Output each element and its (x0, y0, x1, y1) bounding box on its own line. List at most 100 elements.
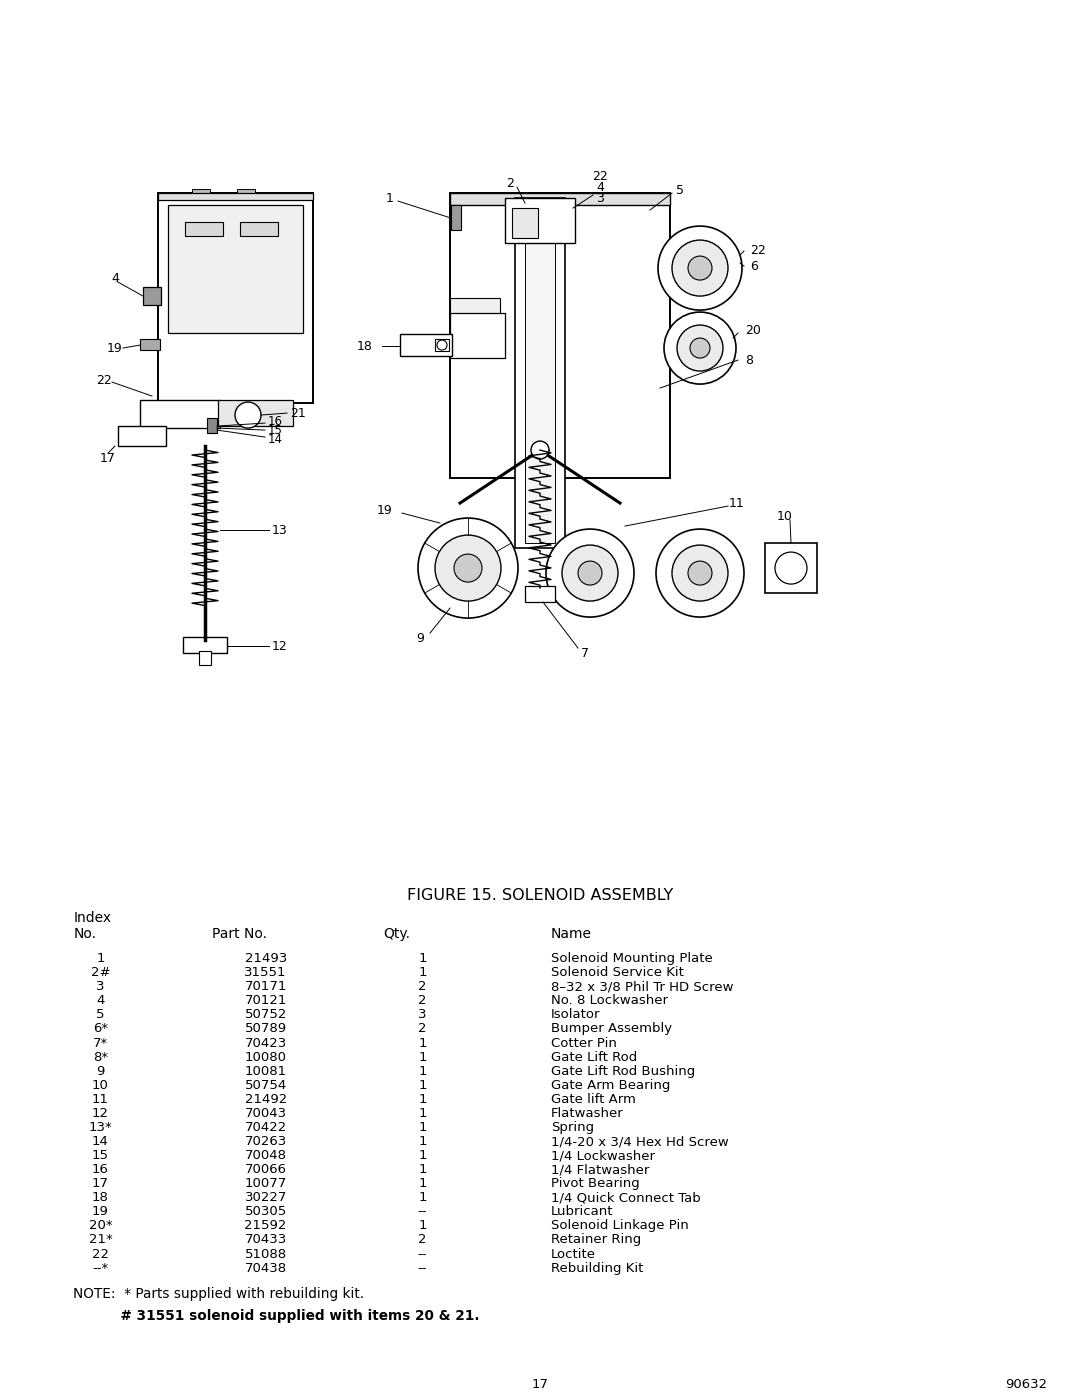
Text: 1: 1 (418, 953, 427, 965)
Text: 20: 20 (745, 324, 761, 337)
Circle shape (437, 339, 447, 351)
Text: 4: 4 (596, 180, 604, 194)
Text: 12: 12 (272, 640, 287, 652)
Text: 19: 19 (107, 342, 123, 355)
Text: Qty.: Qty. (383, 928, 410, 942)
Text: --: -- (417, 1248, 427, 1260)
Text: 1/4-20 x 3/4 Hex Hd Screw: 1/4-20 x 3/4 Hex Hd Screw (551, 1134, 729, 1148)
Text: 1: 1 (418, 1106, 427, 1120)
Text: 14: 14 (268, 433, 283, 446)
Bar (240, 222, 278, 236)
Text: 12: 12 (92, 1106, 109, 1120)
Circle shape (664, 312, 735, 384)
Text: 4: 4 (111, 271, 119, 285)
Bar (450, 298, 500, 319)
Bar (207, 418, 217, 433)
Text: 31551: 31551 (244, 967, 287, 979)
Text: Solenoid Mounting Plate: Solenoid Mounting Plate (551, 953, 713, 965)
Text: 17: 17 (531, 1377, 549, 1390)
Bar (168, 205, 303, 332)
Text: 11: 11 (92, 1092, 109, 1106)
Circle shape (418, 518, 518, 617)
Circle shape (435, 535, 501, 601)
Bar (218, 400, 293, 426)
Text: Pivot Bearing: Pivot Bearing (551, 1178, 639, 1190)
Text: 22: 22 (592, 169, 608, 183)
Text: 1: 1 (418, 1051, 427, 1063)
Text: 2: 2 (418, 995, 427, 1007)
Bar (435, 339, 449, 351)
Text: 21*: 21* (89, 1234, 112, 1246)
Text: 17: 17 (100, 451, 116, 465)
Bar (118, 426, 166, 446)
Text: 70433: 70433 (244, 1234, 287, 1246)
Text: 3: 3 (96, 981, 105, 993)
Text: 13*: 13* (89, 1120, 112, 1134)
Text: 9: 9 (416, 631, 424, 644)
Text: FIGURE 15. SOLENOID ASSEMBLY: FIGURE 15. SOLENOID ASSEMBLY (407, 888, 673, 904)
Bar (512, 208, 538, 237)
Text: --: -- (417, 1206, 427, 1218)
Text: 8*: 8* (93, 1051, 108, 1063)
Text: 70048: 70048 (245, 1150, 286, 1162)
Text: 21493: 21493 (244, 953, 287, 965)
Text: 7: 7 (581, 647, 589, 659)
Text: 70263: 70263 (244, 1134, 287, 1148)
Bar (400, 334, 453, 356)
Text: 1/4 Quick Connect Tab: 1/4 Quick Connect Tab (551, 1192, 701, 1204)
Text: 1: 1 (418, 1092, 427, 1106)
Text: 10: 10 (778, 510, 793, 522)
Text: 2: 2 (507, 176, 514, 190)
Circle shape (688, 256, 712, 279)
Text: 1: 1 (418, 1220, 427, 1232)
Text: 1/4 Lockwasher: 1/4 Lockwasher (551, 1150, 654, 1162)
Text: 5: 5 (96, 1009, 105, 1021)
Text: 50754: 50754 (244, 1078, 287, 1091)
Bar (183, 637, 227, 652)
Text: Gate Lift Rod: Gate Lift Rod (551, 1051, 637, 1063)
Text: 51088: 51088 (244, 1248, 287, 1260)
Text: Lubricant: Lubricant (551, 1206, 613, 1218)
Text: 9: 9 (96, 1065, 105, 1077)
Text: 6*: 6* (93, 1023, 108, 1035)
Text: 1: 1 (418, 1192, 427, 1204)
Circle shape (688, 562, 712, 585)
Text: 70171: 70171 (244, 981, 287, 993)
Text: 70438: 70438 (244, 1261, 287, 1274)
Text: 2: 2 (418, 981, 427, 993)
Text: 1: 1 (418, 1078, 427, 1091)
Circle shape (531, 441, 549, 460)
Bar (199, 651, 211, 665)
Text: 5: 5 (676, 183, 684, 197)
Circle shape (775, 552, 807, 584)
Text: 50752: 50752 (244, 1009, 287, 1021)
Text: 8–32 x 3/8 Phil Tr HD Screw: 8–32 x 3/8 Phil Tr HD Screw (551, 981, 733, 993)
Bar (525, 587, 555, 602)
Text: 8: 8 (745, 353, 753, 366)
Text: 17: 17 (92, 1178, 109, 1190)
Text: 50305: 50305 (244, 1206, 287, 1218)
Circle shape (656, 529, 744, 617)
Text: 3: 3 (596, 191, 604, 204)
Text: 10081: 10081 (244, 1065, 287, 1077)
Text: 1: 1 (418, 1037, 427, 1049)
Text: 18: 18 (357, 339, 373, 352)
Text: --*: --* (92, 1261, 109, 1274)
Text: # 31551 solenoid supplied with items 20 & 21.: # 31551 solenoid supplied with items 20 … (73, 1309, 480, 1323)
Text: Gate Arm Bearing: Gate Arm Bearing (551, 1078, 671, 1091)
Bar (237, 189, 255, 196)
Text: 19: 19 (377, 503, 393, 517)
Text: Rebuilding Kit: Rebuilding Kit (551, 1261, 644, 1274)
Text: Solenoid Service Kit: Solenoid Service Kit (551, 967, 684, 979)
Text: No. 8 Lockwasher: No. 8 Lockwasher (551, 995, 667, 1007)
Text: 1: 1 (96, 953, 105, 965)
Text: 70121: 70121 (244, 995, 287, 1007)
Text: --: -- (417, 1261, 427, 1274)
Bar (158, 193, 313, 404)
Text: 21492: 21492 (244, 1092, 287, 1106)
Text: 16: 16 (92, 1164, 109, 1176)
Text: 1: 1 (418, 1065, 427, 1077)
Text: 70423: 70423 (244, 1037, 287, 1049)
Text: 15: 15 (268, 423, 283, 437)
Circle shape (546, 529, 634, 617)
